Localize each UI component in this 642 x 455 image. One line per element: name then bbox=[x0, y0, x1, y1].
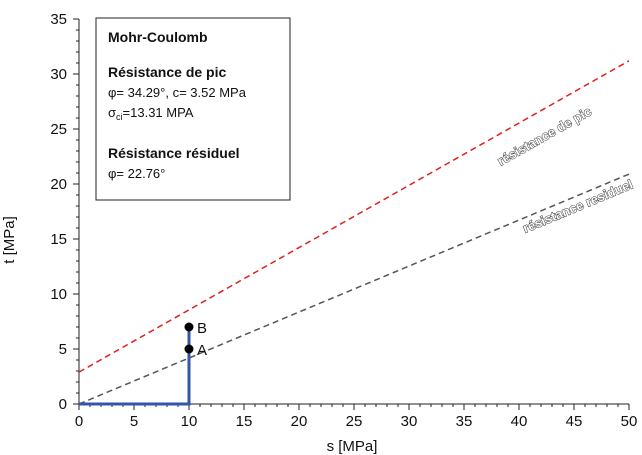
sigma-subscript: ci bbox=[116, 112, 123, 122]
y-tick-label: 20 bbox=[50, 176, 67, 193]
x-tick-label: 10 bbox=[181, 413, 198, 430]
y-tick-label: 15 bbox=[50, 231, 67, 248]
peak-line-label: résistance de pic bbox=[495, 104, 594, 169]
x-tick-label: 45 bbox=[566, 413, 583, 430]
x-tick-label: 5 bbox=[130, 413, 138, 430]
y-tick-label: 0 bbox=[59, 396, 67, 413]
y-tick-label: 5 bbox=[59, 341, 67, 358]
legend-residual-heading: Résistance résiduel bbox=[108, 145, 240, 161]
x-tick-label: 0 bbox=[75, 413, 83, 430]
point-a bbox=[184, 344, 194, 354]
point-b bbox=[184, 322, 194, 332]
y-tick-label: 30 bbox=[50, 66, 67, 83]
line-labels: résistance de pic résistance residuel bbox=[494, 103, 635, 236]
residual-strength-line bbox=[78, 173, 630, 405]
y-tick-label: 35 bbox=[50, 11, 67, 28]
y-axis-label: t [MPa] bbox=[1, 216, 18, 264]
tick-labels: 0 5 10 15 20 25 30 35 40 45 50 0 5 10 15 20 25 30 35 bbox=[50, 11, 637, 430]
legend-frame bbox=[95, 17, 291, 201]
x-tick-label: 40 bbox=[511, 413, 528, 430]
plot-axes bbox=[73, 18, 630, 410]
x-tick-label: 35 bbox=[456, 413, 473, 430]
point-label-a: A bbox=[197, 342, 207, 359]
residual-line-label: résistance residuel bbox=[521, 177, 635, 236]
sigma-symbol: σ bbox=[108, 105, 116, 120]
y-tick-label: 10 bbox=[50, 286, 67, 303]
x-tick-label: 15 bbox=[236, 413, 253, 430]
point-label-b: B bbox=[197, 320, 207, 337]
legend-peak-sigma: σci=13.31 MPA bbox=[108, 105, 194, 122]
sigma-value: =13.31 MPA bbox=[123, 105, 194, 120]
data-points: AB bbox=[184, 320, 207, 359]
x-tick-label: 30 bbox=[401, 413, 418, 430]
y-tick-label: 25 bbox=[50, 121, 67, 138]
legend-box: Mohr-Coulomb Résistance de pic φ= 34.29°… bbox=[95, 17, 291, 201]
legend-peak-params: φ= 34.29°, c= 3.52 MPa bbox=[108, 85, 247, 100]
legend-title: Mohr-Coulomb bbox=[108, 29, 208, 45]
x-tick-label: 25 bbox=[346, 413, 363, 430]
peak-strength-line bbox=[78, 60, 630, 373]
x-tick-label: 50 bbox=[621, 413, 638, 430]
x-axis-label: s [MPa] bbox=[327, 438, 378, 455]
legend-residual-params: φ= 22.76° bbox=[108, 166, 165, 181]
x-tick-label: 20 bbox=[291, 413, 308, 430]
legend-peak-heading: Résistance de pic bbox=[108, 64, 226, 80]
